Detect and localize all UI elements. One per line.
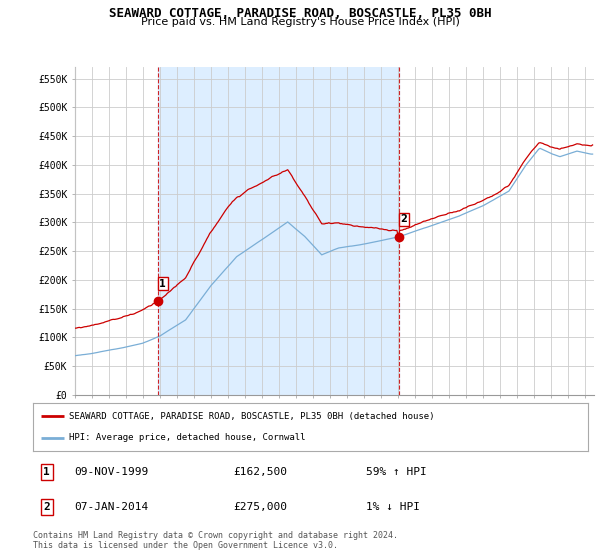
Text: 2: 2 — [401, 214, 407, 224]
Text: 1: 1 — [160, 279, 166, 289]
Text: HPI: Average price, detached house, Cornwall: HPI: Average price, detached house, Corn… — [69, 433, 305, 442]
Text: £275,000: £275,000 — [233, 502, 287, 512]
Text: 1% ↓ HPI: 1% ↓ HPI — [366, 502, 420, 512]
Text: Contains HM Land Registry data © Crown copyright and database right 2024.
This d: Contains HM Land Registry data © Crown c… — [33, 531, 398, 550]
Text: 1: 1 — [44, 467, 50, 477]
Text: 59% ↑ HPI: 59% ↑ HPI — [366, 467, 427, 477]
Text: 07-JAN-2014: 07-JAN-2014 — [74, 502, 149, 512]
Text: 09-NOV-1999: 09-NOV-1999 — [74, 467, 149, 477]
Text: Price paid vs. HM Land Registry's House Price Index (HPI): Price paid vs. HM Land Registry's House … — [140, 17, 460, 27]
Bar — [158, 67, 399, 395]
Text: 2: 2 — [44, 502, 50, 512]
Text: £162,500: £162,500 — [233, 467, 287, 477]
Text: SEAWARD COTTAGE, PARADISE ROAD, BOSCASTLE, PL35 0BH (detached house): SEAWARD COTTAGE, PARADISE ROAD, BOSCASTL… — [69, 412, 434, 421]
Text: SEAWARD COTTAGE, PARADISE ROAD, BOSCASTLE, PL35 0BH: SEAWARD COTTAGE, PARADISE ROAD, BOSCASTL… — [109, 7, 491, 20]
